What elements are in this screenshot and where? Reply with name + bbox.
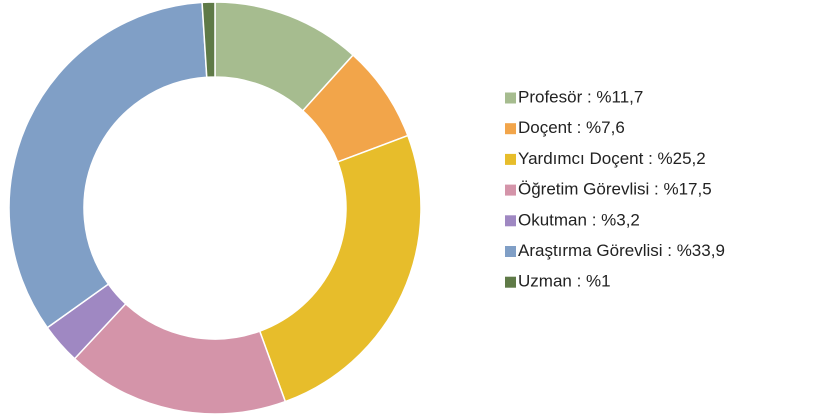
legend-swatch bbox=[505, 184, 516, 196]
legend-label: Öğretim Görevlisi : %17,5 bbox=[518, 180, 712, 199]
legend-label: Araştırma Görevlisi : %33,9 bbox=[518, 241, 725, 260]
legend-label: Profesör : %11,7 bbox=[518, 87, 643, 106]
legend-label: Uzman : %1 bbox=[518, 272, 611, 291]
legend-label: Okutman : %3,2 bbox=[518, 210, 640, 229]
slice bbox=[8, 1, 208, 329]
legend-swatch bbox=[505, 153, 516, 165]
legend-swatch bbox=[505, 215, 516, 227]
legend-swatch bbox=[505, 246, 516, 257]
legend-label: Yardımcı Doçent : %25,2 bbox=[518, 149, 706, 168]
legend-swatch bbox=[505, 92, 516, 104]
legend-swatch bbox=[505, 123, 516, 135]
slice bbox=[201, 1, 216, 79]
legend-swatch bbox=[505, 276, 516, 288]
slice bbox=[258, 134, 422, 403]
legend-label: Doçent : %7,6 bbox=[518, 118, 625, 137]
